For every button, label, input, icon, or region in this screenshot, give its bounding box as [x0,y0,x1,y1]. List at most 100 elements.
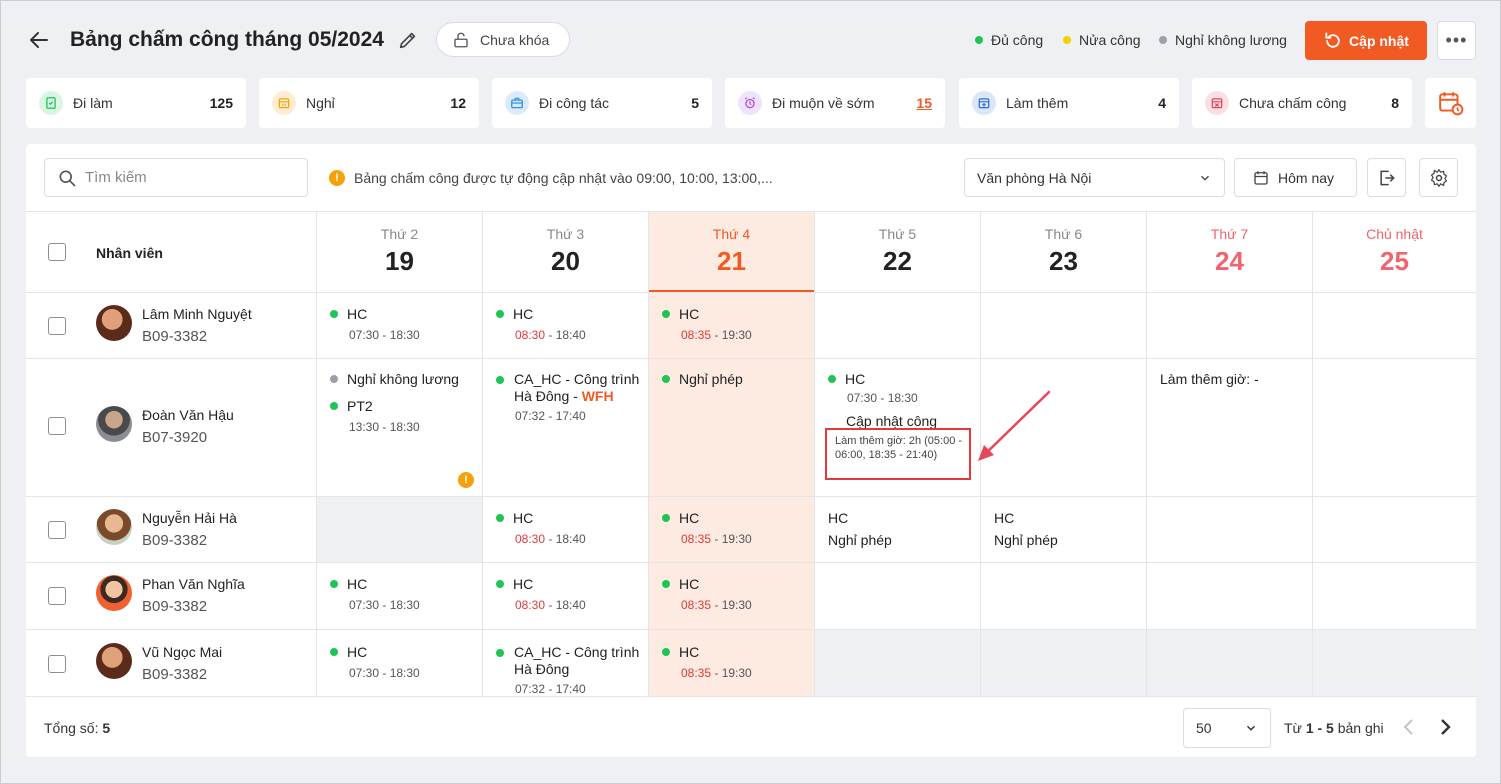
shift-time: 07:30 - 18:30 [349,666,420,680]
shift-name: HC [828,510,849,526]
office-select[interactable]: Văn phòng Hà Nội [964,158,1225,197]
table-row[interactable]: Phan Văn Nghĩa B09-3382 HC 07:30 - 18:30… [26,562,1476,629]
edit-pencil-icon[interactable] [397,29,419,51]
avatar [96,575,132,611]
day-cell[interactable]: HC 07:30 - 18:30 [316,630,482,696]
gray-dot-icon [1159,36,1167,44]
day-cell[interactable] [1146,293,1312,358]
day-cell[interactable]: Nghỉ phép [648,359,814,496]
back-arrow-icon[interactable] [27,28,51,52]
day-cell[interactable]: HC Nghỉ phép [980,497,1146,562]
day-cell[interactable]: HC 08:35 - 19:30 [648,293,814,358]
day-cell[interactable]: Nghỉ không lương PT2 13:30 - 18:30 ! [316,359,482,496]
day-cell[interactable] [814,293,980,358]
status-dot-icon [496,649,504,657]
employee-code: B07-3920 [142,429,208,446]
export-button[interactable] [1367,158,1406,197]
status-dot-icon [496,310,504,318]
stat-value-link[interactable]: 15 [916,95,932,111]
table-row[interactable]: Lâm Minh Nguyệt B09-3382 HC 07:30 - 18:3… [26,292,1476,358]
search-box[interactable] [44,158,308,197]
row-checkbox[interactable] [48,587,66,605]
stat-card-leave[interactable]: Nghỉ 12 [259,78,479,128]
today-button[interactable]: Hôm nay [1234,158,1357,197]
employee-cell: Nguyễn Hải Hà B09-3382 [26,497,316,562]
lock-status-label: Chưa khóa [480,31,550,48]
stat-card-business-trip[interactable]: Đi công tác 5 [492,78,712,128]
stat-value: 4 [1158,95,1166,111]
day-cell[interactable] [980,293,1146,358]
day-cell[interactable] [1312,630,1476,696]
day-cell[interactable]: HC 07:30 - 18:30 [316,563,482,629]
day-cell[interactable]: HC 08:35 - 19:30 [648,630,814,696]
row-checkbox[interactable] [48,317,66,335]
row-checkbox[interactable] [48,417,66,435]
day-cell[interactable] [1312,497,1476,562]
day-cell[interactable] [1146,497,1312,562]
shift-name: HC [845,371,866,387]
table-row[interactable]: Đoàn Văn Hậu B07-3920 Nghỉ không lương P… [26,358,1476,496]
stat-card-working[interactable]: Đi làm 125 [26,78,246,128]
day-cell[interactable]: HC 07:30 - 18:30 [316,293,482,358]
employee-cell: Phan Văn Nghĩa B09-3382 [26,563,316,629]
day-cell[interactable] [1312,293,1476,358]
update-attendance-link[interactable]: Cập nhật công [846,413,938,429]
status-dot-icon [330,648,338,656]
day-cell[interactable]: Làm thêm giờ: - [1146,359,1312,496]
day-cell[interactable] [1146,630,1312,696]
shift-name: HC [347,644,368,660]
stat-card-not-checked[interactable]: Chưa chấm công 8 [1192,78,1412,128]
day-cell[interactable] [980,359,1146,496]
lock-status-button[interactable]: Chưa khóa [436,22,570,57]
table-footer: Tổng số: 5 50 Từ 1 - 5 bản ghi [26,696,1476,757]
table-row[interactable]: Vũ Ngọc Mai B09-3382 HC 07:30 - 18:30 CA… [26,629,1476,696]
day-cell[interactable]: CA_HC - Công trình Hà Đông - WFH 07:32 -… [482,359,648,496]
day-cell[interactable] [814,563,980,629]
settings-button[interactable] [1419,158,1458,197]
status-dot-icon [662,310,670,318]
page-size-select[interactable]: 50 [1183,708,1271,748]
calendar-settings-button[interactable] [1425,78,1476,128]
employee-name: Đoàn Văn Hậu [142,407,234,423]
day-cell[interactable]: HC 08:35 - 19:30 [648,563,814,629]
employee-name: Phan Văn Nghĩa [142,576,245,592]
row-checkbox[interactable] [48,655,66,673]
gear-icon [1430,168,1447,187]
update-label: Cập nhật [1349,32,1409,49]
day-header-wed-today: Thứ 4 21 [648,212,814,293]
row-checkbox[interactable] [48,521,66,539]
day-cell[interactable] [1146,563,1312,629]
day-cell[interactable]: HC Nghỉ phép [814,497,980,562]
day-cell[interactable] [1312,359,1476,496]
day-cell[interactable]: HC 08:30 - 18:40 [482,563,648,629]
prev-page-button[interactable] [1399,715,1419,739]
shift-name: PT2 [347,398,373,414]
status-dot-icon [662,580,670,588]
total-count: Tổng số: 5 [44,720,111,736]
day-cell[interactable]: HC 08:30 - 18:40 [482,293,648,358]
leave-type: Nghỉ không lương [347,371,459,387]
next-page-button[interactable] [1435,715,1455,739]
shift-name: CA_HC - Công trình Hà Đông [514,644,640,677]
employee-cell: Vũ Ngọc Mai B09-3382 [26,630,316,696]
day-cell[interactable]: HC 08:30 - 18:40 [482,497,648,562]
table-row[interactable]: Nguyễn Hải Hà B09-3382 HC 08:30 - 18:40 … [26,496,1476,562]
stat-card-late-early[interactable]: Đi muộn về sớm 15 [725,78,945,128]
update-button[interactable]: Cập nhật [1305,21,1427,60]
search-input[interactable] [85,169,285,186]
today-indicator [649,290,814,293]
warning-icon[interactable]: ! [458,472,474,488]
select-all-checkbox[interactable] [48,243,66,261]
day-cell[interactable] [1312,563,1476,629]
chevron-down-icon [1201,175,1209,181]
day-cell[interactable] [980,563,1146,629]
stat-card-overtime[interactable]: Làm thêm 4 [959,78,1179,128]
day-cell[interactable] [980,630,1146,696]
shift-time: 08:35 - 19:30 [681,666,752,680]
day-cell[interactable] [814,630,980,696]
day-cell[interactable]: CA_HC - Công trình Hà Đông 07:32 - 17:40 [482,630,648,696]
day-cell[interactable]: HC 08:35 - 19:30 [648,497,814,562]
more-options-button[interactable]: ••• [1437,21,1476,60]
day-cell[interactable]: HC 07:30 - 18:30 Cập nhật công Làm thêm … [814,359,980,496]
day-cell[interactable] [316,497,482,562]
